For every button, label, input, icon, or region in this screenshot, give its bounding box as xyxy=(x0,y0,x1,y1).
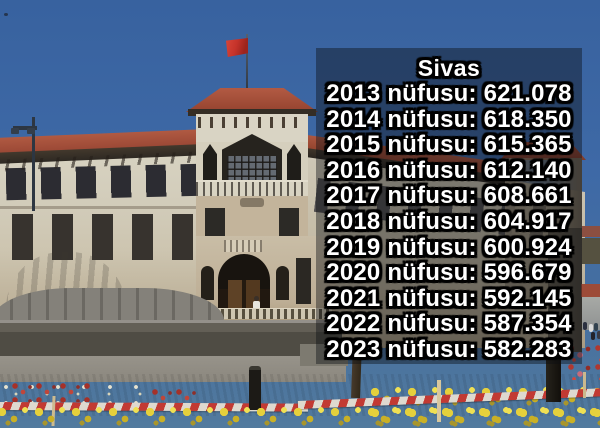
population-line-2022: 2022 nüfusu: 587.354 xyxy=(326,310,572,338)
wooden-stake-2 xyxy=(437,380,441,422)
distant-people xyxy=(583,322,587,330)
bird-speck xyxy=(4,13,8,16)
turkish-flag xyxy=(226,38,248,57)
population-line-2019: 2019 nüfusu: 600.924 xyxy=(326,233,572,261)
yellow-flowers-strip xyxy=(0,406,600,428)
tower-side-arch-left xyxy=(203,144,217,180)
stone-curb xyxy=(300,344,348,366)
tower-lattice-window xyxy=(227,156,277,180)
population-line-2016: 2016 nüfusu: 612.140 xyxy=(326,156,572,184)
wooden-stake-3 xyxy=(583,372,586,398)
bollard-light-2 xyxy=(546,340,561,402)
population-overlay-text: Sivas 2013 nüfusu: 621.078 2014 nüfusu: … xyxy=(316,48,582,364)
distant-roof-far xyxy=(582,226,600,237)
entrance-balustrade xyxy=(210,308,332,319)
population-line-2015: 2015 nüfusu: 615.365 xyxy=(326,131,572,159)
entrance-niche-right xyxy=(276,266,289,300)
population-line-2018: 2018 nüfusu: 604.917 xyxy=(326,207,572,235)
population-line-2023: 2023 nüfusu: 582.283 xyxy=(326,335,572,363)
red-flowers-mid xyxy=(150,388,198,406)
population-line-2017: 2017 nüfusu: 608.661 xyxy=(326,182,572,210)
tower-window-right xyxy=(279,208,299,236)
building-corner-shadow xyxy=(548,228,582,352)
distant-trees xyxy=(582,238,600,264)
population-line-2021: 2021 nüfusu: 592.145 xyxy=(326,284,572,312)
red-flowers-left xyxy=(10,382,90,402)
tower-window-left xyxy=(205,208,225,236)
distant-wall xyxy=(582,296,600,330)
tower-corbels xyxy=(198,117,306,128)
entrance-niche-left xyxy=(201,266,214,300)
tower-eave xyxy=(188,109,316,116)
population-line-2014: 2014 nüfusu: 618.350 xyxy=(326,105,572,133)
overlay-title: Sivas xyxy=(417,55,481,81)
person xyxy=(253,301,260,311)
fountain-skirt xyxy=(0,288,224,326)
entrance-plaque xyxy=(224,240,262,252)
distant-roof xyxy=(581,284,600,297)
street-lamp-head-left xyxy=(11,128,19,134)
population-overlay-panel xyxy=(316,48,582,364)
tower-side-arch-right xyxy=(287,144,301,180)
entrance-window-right xyxy=(296,258,311,304)
population-line-2020: 2020 nüfusu: 596.679 xyxy=(326,259,572,287)
population-line-2013: 2013 nüfusu: 621.078 xyxy=(326,80,572,107)
street-lamp-pole xyxy=(32,117,35,211)
fountain-base xyxy=(0,356,346,382)
building-corner-pavilion-roof xyxy=(500,142,586,160)
building-middle-windows xyxy=(12,214,206,260)
building-floor-line xyxy=(0,206,208,209)
bollard-light-1 xyxy=(249,366,261,410)
street-lamp-arm xyxy=(13,126,37,130)
flagpole xyxy=(246,34,248,112)
fountain-pool-wall xyxy=(0,320,342,358)
tower-balustrade xyxy=(196,180,308,196)
person-head xyxy=(254,296,259,301)
street-lamp-head-right xyxy=(27,128,35,134)
tower-ornament xyxy=(240,198,264,207)
